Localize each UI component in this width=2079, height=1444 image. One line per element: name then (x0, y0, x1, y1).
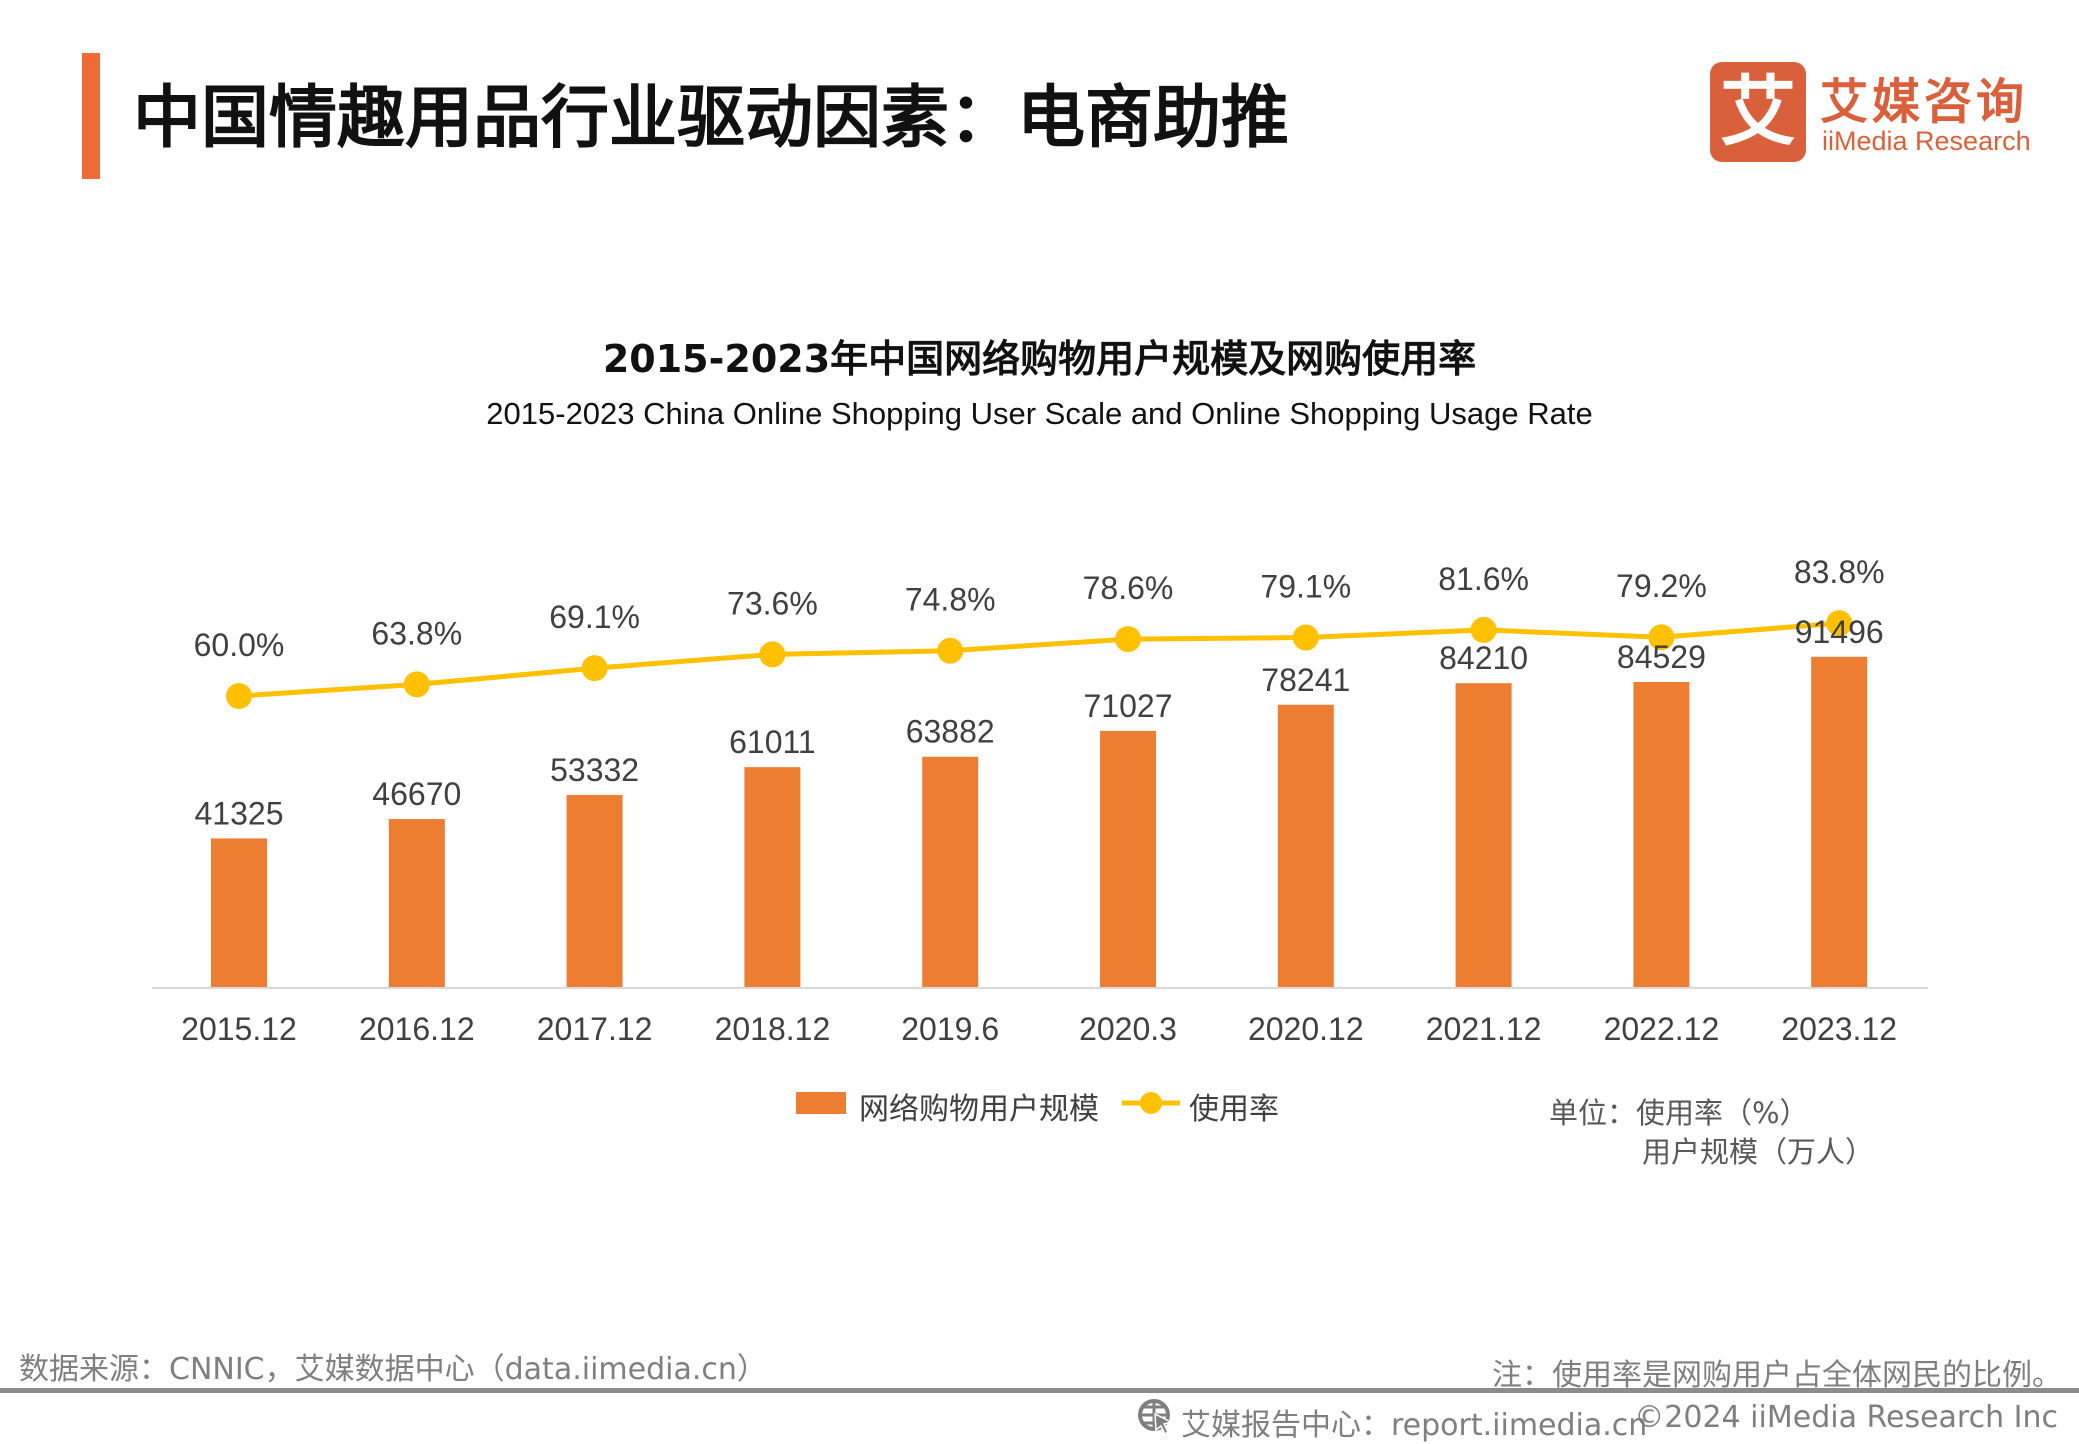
usage-rate-point (1826, 610, 1853, 637)
x-tick-label: 2023.12 (1781, 1011, 1897, 1047)
x-tick-label: 2022.12 (1604, 1011, 1720, 1047)
bar (211, 838, 267, 988)
logo-name-cn: 艾媒咨询 (1820, 74, 2029, 130)
legend-label-rate: 使用率 (1189, 1092, 1279, 1127)
usage-rate-point (937, 637, 964, 664)
usage-rate-label: 83.8% (1794, 554, 1885, 590)
x-tick-label: 2016.12 (359, 1011, 475, 1047)
bar-value-label: 84210 (1439, 640, 1528, 676)
usage-rate-line (238, 620, 1840, 699)
title-accent-bar (82, 53, 100, 179)
usage-rate-label: 73.6% (727, 585, 818, 621)
copyright: ©2024 iiMedia Research Inc (1634, 1400, 2058, 1435)
bar (566, 794, 623, 988)
unit-note-rate: 单位：使用率（%） (1549, 1096, 1809, 1130)
legend-label-users: 网络购物用户规模 (859, 1092, 1099, 1127)
bar-value-label: 84529 (1617, 639, 1706, 675)
bar-value-label: 78241 (1261, 662, 1350, 698)
bar-value-label: 63882 (906, 714, 995, 750)
iimedia-logo: 艾 艾媒咨询 iiMedia Research (1710, 62, 2070, 166)
x-tick-label: 2017.12 (537, 1011, 653, 1047)
usage-rate-point (1648, 624, 1675, 651)
x-tick-label: 2020.12 (1248, 1011, 1364, 1047)
logo-mark: 艾 (1710, 62, 1806, 162)
x-tick-label: 2021.12 (1426, 1011, 1542, 1047)
globe-cursor-icon (1138, 1399, 1174, 1436)
chart-subtitle: 2015-2023 China Online Shopping User Sca… (486, 396, 1593, 431)
usage-rate-point (403, 671, 430, 698)
bar (1633, 682, 1690, 988)
logo-name-en: iiMedia Research (1822, 126, 2031, 156)
page-title: 中国情趣用品行业驱动因素：电商助推 (133, 79, 1290, 158)
unit-note-users: 用户规模（万人） (1642, 1135, 1875, 1169)
bar (1277, 704, 1334, 988)
usage-rate-label: 78.6% (1083, 570, 1174, 606)
bar-value-label: 41325 (195, 795, 284, 831)
bar-value-label: 53332 (550, 752, 639, 788)
bar (388, 819, 445, 988)
x-tick-label: 2015.12 (181, 1011, 297, 1047)
legend-bar-swatch (796, 1092, 846, 1114)
usage-rate-point (1115, 626, 1141, 653)
data-source: 数据来源：CNNIC，艾媒数据中心（data.iimedia.cn） (19, 1352, 767, 1387)
bar-value-label: 91496 (1795, 614, 1884, 650)
x-tick-label: 2020.3 (1079, 1011, 1177, 1047)
footer-divider (0, 1388, 2079, 1393)
usage-rate-label: 60.0% (194, 627, 285, 663)
bar-value-label: 46670 (372, 776, 461, 812)
footnote: 注：使用率是网购用户占全体网民的比例。 (1492, 1358, 2062, 1393)
report-site-link[interactable]: 艾媒报告中心：report.iimedia.cn (1181, 1408, 1648, 1443)
usage-rate-label: 81.6% (1438, 561, 1529, 597)
x-tick-label: 2019.6 (901, 1011, 999, 1047)
legend-line-swatch (1122, 1092, 1180, 1114)
x-tick-label: 2018.12 (715, 1011, 831, 1047)
bar (744, 767, 801, 988)
usage-rate-point (1292, 624, 1319, 651)
bar (922, 756, 979, 988)
bar (1100, 730, 1156, 988)
usage-rate-label: 63.8% (371, 615, 462, 651)
bar (1455, 683, 1512, 988)
usage-rate-point (226, 683, 252, 709)
usage-rate-point (581, 655, 608, 682)
bar (1811, 656, 1868, 988)
chart-title: 2015-2023年中国网络购物用户规模及网购使用率 (602, 337, 1477, 381)
usage-rate-label: 74.8% (905, 582, 996, 618)
usage-rate-label: 79.2% (1616, 568, 1707, 604)
usage-rate-point (1470, 616, 1497, 643)
usage-rate-label: 79.1% (1260, 569, 1351, 605)
bar-value-label: 61011 (729, 724, 816, 760)
usage-rate-label: 69.1% (549, 599, 640, 635)
usage-rate-point (759, 641, 786, 668)
bar-value-label: 71027 (1084, 688, 1173, 724)
